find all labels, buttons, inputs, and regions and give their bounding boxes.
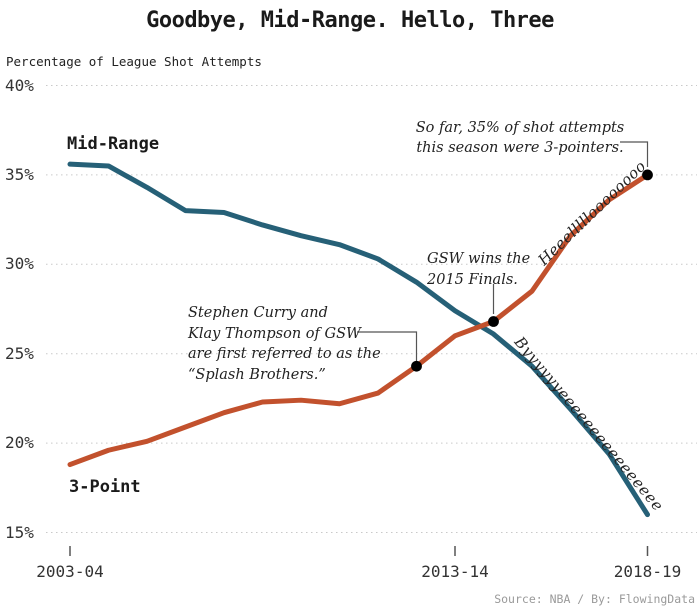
annotation-connector xyxy=(357,331,418,361)
three-point-series-label: 3-Point xyxy=(69,477,141,497)
annotation-line: “Splash Brothers.” xyxy=(188,366,326,383)
annotation-line: Stephen Curry and xyxy=(188,305,328,321)
annotation-line: this season were 3-pointers. xyxy=(416,140,624,156)
y-axis-label: 40% xyxy=(5,75,34,95)
source-credit: Source: NBA / By: FlowingData xyxy=(494,592,695,606)
event-marker-dot xyxy=(642,169,653,181)
chart-subtitle: Percentage of League Shot Attempts xyxy=(6,54,262,69)
annotation-connector xyxy=(620,141,649,167)
y-axis-label: 20% xyxy=(5,433,34,453)
chart-title: Goodbye, Mid-Range. Hello, Three xyxy=(146,8,554,33)
annotation-line: are first referred to as the xyxy=(188,346,381,362)
event-marker-dot xyxy=(411,360,422,372)
annotation-line: 2015 Finals. xyxy=(427,272,518,288)
annotation-2015-finals: GSW wins the 2015 Finals. xyxy=(427,249,530,291)
3-point-line xyxy=(67,172,650,468)
annotation-line: So far, 35% of shot attempts xyxy=(415,120,625,136)
annotation-line: GSW wins the xyxy=(427,251,531,267)
y-axis-label: 25% xyxy=(5,343,34,363)
mid-range-line xyxy=(67,161,650,518)
y-axis-label: 30% xyxy=(5,254,34,274)
x-axis-label: 2003-04 xyxy=(36,562,104,581)
annotation-35-percent: So far, 35% of shot attempts this season… xyxy=(400,118,640,158)
annotation-splash-brothers: Stephen Curry and Klay Thompson of GSW a… xyxy=(188,303,381,385)
annotation-line: Klay Thompson of GSW xyxy=(188,325,361,342)
y-axis-label: 15% xyxy=(5,522,34,542)
mid-range-series-label: Mid-Range xyxy=(67,134,160,154)
x-axis-label: 2013-14 xyxy=(421,562,489,581)
x-axis-label: 2018-19 xyxy=(613,562,682,581)
event-marker-dot xyxy=(488,316,499,327)
y-axis-label: 35% xyxy=(5,164,34,184)
